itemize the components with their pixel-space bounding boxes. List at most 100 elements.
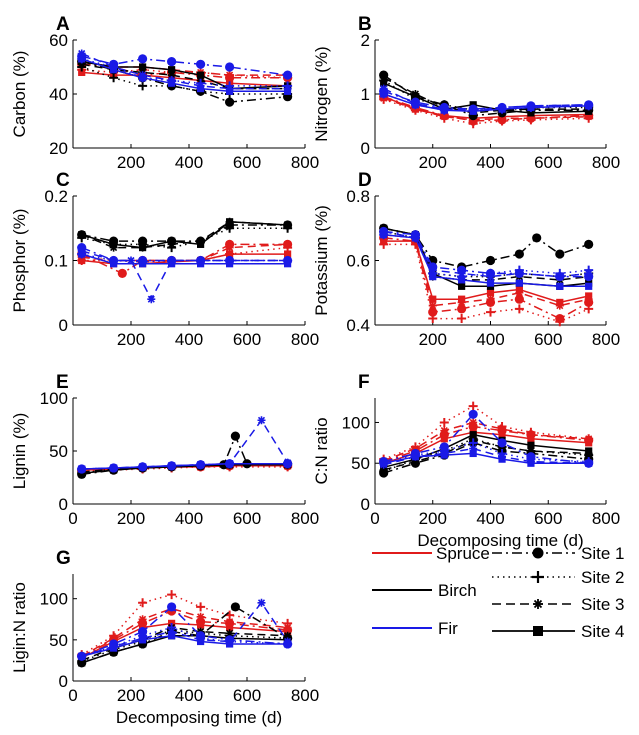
data-point (168, 66, 176, 74)
legend-label-site-3: Site 3 (581, 595, 624, 614)
data-point (514, 249, 524, 259)
data-point (497, 438, 507, 448)
series-fir-site-4 (380, 90, 593, 115)
data-point (226, 623, 234, 632)
data-point (411, 234, 420, 242)
data-point (225, 71, 234, 80)
legend-label-site-1: Site 1 (581, 544, 624, 563)
x-tick-label: 0 (370, 509, 379, 528)
series-fir-site-4 (78, 632, 292, 660)
y-tick-label: 2 (361, 31, 370, 50)
data-point (284, 250, 292, 258)
y-axis-label: Lignin (%) (10, 413, 29, 490)
y-tick-label: 0 (59, 495, 68, 514)
data-point (498, 105, 506, 113)
data-point (139, 63, 147, 71)
data-point (139, 260, 147, 268)
data-point (457, 269, 466, 278)
panel-letter: B (358, 14, 372, 35)
x-axis-label: Decomposing time (d) (417, 531, 583, 550)
data-point (283, 70, 293, 80)
data-point (139, 463, 147, 471)
y-axis-label: Nitrogen (%) (312, 46, 331, 141)
panel-a: A 200 400 600 800 20 40 60 Carbon (%) (10, 14, 319, 172)
panel-f: F 0 200 400 600 800 0 50 100 C:N ratio Decomposing… (312, 372, 620, 550)
data-point (526, 430, 535, 439)
x-tick-label: 400 (476, 153, 504, 172)
data-point (110, 464, 118, 472)
panel-b: B 200 400 600 800 0 1 2 Nitrogen (%) (312, 14, 620, 172)
data-point (197, 85, 205, 93)
data-point (257, 598, 266, 607)
data-point (429, 295, 437, 303)
data-point (498, 424, 507, 433)
panel-letter: C (56, 170, 70, 191)
y-tick-label: 50 (49, 442, 68, 461)
legend-label-spruce: Spruce (436, 544, 490, 563)
series-birch-site-4 (78, 218, 292, 252)
series-fir-site-4 (78, 55, 292, 95)
data-point (168, 632, 176, 640)
series-line (383, 233, 589, 288)
panel-letter: D (358, 170, 372, 191)
data-point (226, 218, 234, 226)
data-point (468, 401, 478, 411)
y-axis-label: C:N ratio (312, 417, 331, 484)
y-tick-label: 50 (351, 454, 370, 473)
series-fir-site-4 (380, 449, 593, 467)
data-point (584, 304, 594, 314)
x-tick-label: 600 (233, 330, 261, 349)
panel-c: C 200 400 600 800 0 0.1 0.2 Phosphor (%) (10, 170, 319, 349)
data-point (485, 255, 496, 266)
data-point (168, 237, 176, 245)
legend-label-birch: Birch (438, 581, 477, 600)
data-point (515, 285, 523, 294)
y-tick-label: 0.8 (346, 187, 370, 206)
x-axis-label: Decomposing time (d) (116, 708, 282, 727)
data-point (226, 260, 234, 268)
data-point (168, 79, 176, 87)
x-tick-label: 200 (117, 153, 145, 172)
data-point (469, 444, 478, 453)
data-point (139, 74, 147, 82)
data-point (283, 631, 292, 640)
data-point (498, 431, 506, 439)
data-point (527, 459, 535, 467)
x-tick-label: 200 (419, 153, 447, 172)
series-fir-site-4 (78, 460, 292, 473)
x-tick-label: 400 (175, 330, 203, 349)
data-point (457, 304, 467, 314)
legend-species-spruce: Spruce (372, 544, 490, 563)
data-point (486, 295, 495, 304)
y-axis-label: Potassium (%) (312, 205, 331, 316)
data-point (411, 93, 420, 101)
data-point (428, 266, 437, 275)
panel-g: G 0 200 400 600 800 0 50 100 Ligin:N ratio Decompo… (10, 548, 319, 727)
data-point (379, 73, 388, 82)
data-point (527, 435, 535, 443)
x-tick-label: 400 (175, 509, 203, 528)
data-point (380, 79, 388, 87)
data-point (168, 260, 176, 268)
data-point (428, 314, 438, 324)
data-point (555, 249, 565, 259)
x-tick-label: 200 (117, 686, 145, 705)
data-point (411, 101, 420, 109)
legend-marker-asterisk (533, 599, 543, 609)
x-tick-label: 800 (291, 153, 319, 172)
data-point (78, 55, 86, 63)
data-point (556, 282, 564, 290)
legend-species-birch: Birch (372, 581, 477, 600)
y-tick-label: 0 (59, 316, 68, 335)
data-point (196, 602, 206, 612)
data-point (139, 244, 147, 252)
y-tick-label: 50 (49, 631, 68, 650)
data-point (584, 239, 594, 249)
data-point (110, 240, 118, 248)
data-point (230, 602, 240, 612)
data-point (486, 272, 495, 281)
data-point (469, 449, 477, 458)
data-point (197, 637, 205, 646)
series-line (383, 243, 590, 323)
